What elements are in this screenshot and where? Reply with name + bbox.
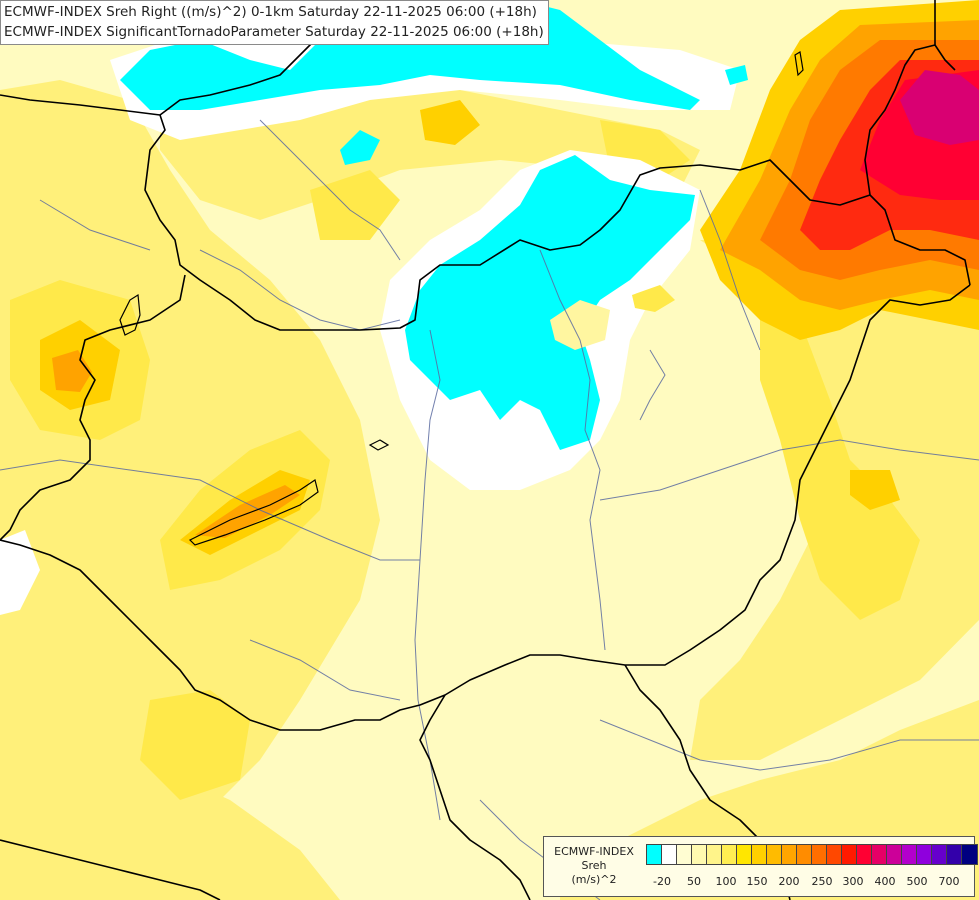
legend-swatch [947,845,962,864]
legend-swatch [917,845,932,864]
cyan-patch-north [340,130,380,165]
title-line-sreh: ECMWF-INDEX Sreh Right ((m/s)^2) 0-1km S… [4,4,537,20]
legend-swatch [887,845,902,864]
legend-swatch [857,845,872,864]
legend-swatch [707,845,722,864]
magenta-zone-northeast [900,70,979,145]
map-title-box: ECMWF-INDEX Sreh Right ((m/s)^2) 0-1km S… [0,0,549,45]
cyan-zone-north [120,0,700,110]
yellow-band-west [0,80,380,880]
legend-label: ECMWF-INDEX Sreh (m/s)^2 [548,845,640,887]
gold-patch-in-halo [632,285,675,312]
gold-patch-south [140,690,250,800]
legend-variable: Sreh [581,859,607,872]
orange-patch-west [52,350,92,392]
legend-tick-label: 250 [811,875,833,888]
legend-tick-label: 300 [842,875,864,888]
legend-swatch [737,845,752,864]
cyan-patch-northeast [725,65,748,85]
legend-unit: (m/s)^2 [571,873,617,886]
legend-swatch [902,845,917,864]
legend-tick-label: 150 [746,875,768,888]
yellow-band-south [0,640,340,900]
legend-tick-label: 700 [938,875,960,888]
legend-tick-label: 400 [874,875,896,888]
legend-swatch [842,845,857,864]
legend-swatches [646,844,978,865]
legend-tick-label: -20 [653,875,671,888]
legend-swatch [692,845,707,864]
legend-tick-label: 500 [906,875,928,888]
legend-swatch [677,845,692,864]
legend-swatch [827,845,842,864]
pale-hole-in-cyan [550,300,610,350]
legend-tick-label: 100 [715,875,737,888]
legend-tick-label: 50 [687,875,701,888]
legend-ticks: -20 50 100 150 200 250 300 400 500 700 [646,875,976,889]
title-line-stp: ECMWF-INDEX SignificantTornadoParameter … [4,24,544,40]
legend-swatch [662,845,677,864]
white-patch-west [0,530,40,615]
river-lines [0,119,979,900]
color-legend: ECMWF-INDEX Sreh (m/s)^2 -20 50 100 150 200 2… [543,836,978,897]
legend-swatch [797,845,812,864]
gold-patch-east [760,300,920,620]
amber-patch-north [420,100,480,145]
legend-swatch [932,845,947,864]
gold-patch-north [310,170,400,240]
legend-swatch [752,845,767,864]
lake-outlines [119,51,804,546]
legend-swatch [812,845,827,864]
legend-swatch [782,845,797,864]
cyan-zone-center [405,155,695,450]
legend-title: ECMWF-INDEX [554,845,634,858]
legend-swatch [722,845,737,864]
legend-tick-label: 200 [778,875,800,888]
amber-patch-east-small [850,470,900,510]
legend-swatch [962,845,977,864]
legend-swatch [872,845,887,864]
legend-swatch [647,845,662,864]
legend-swatch [767,845,782,864]
